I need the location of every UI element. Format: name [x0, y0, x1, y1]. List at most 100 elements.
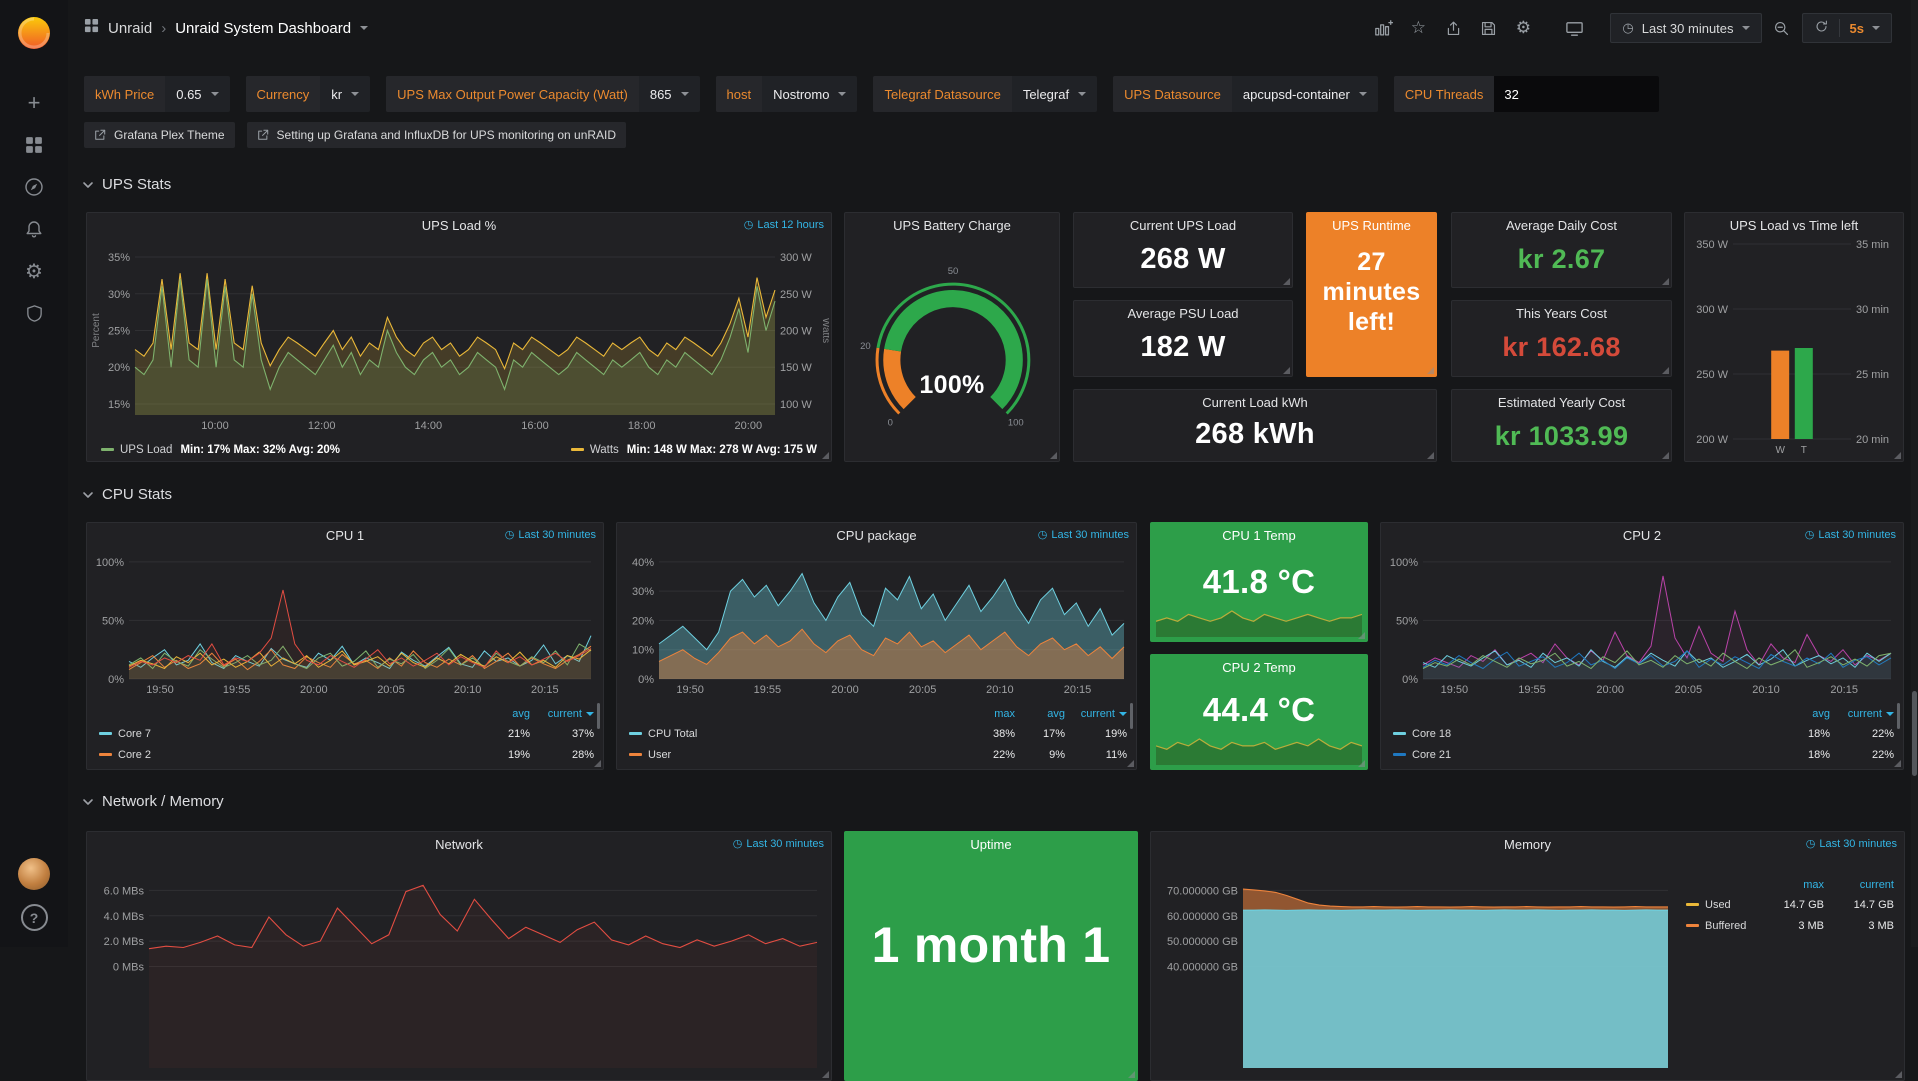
variable-value-dropdown[interactable]: 865 — [639, 76, 700, 112]
svg-text:12:00: 12:00 — [308, 420, 336, 432]
legend-col-current[interactable]: current — [1824, 879, 1894, 891]
legend-scrollbar[interactable] — [597, 703, 600, 729]
svg-text:2.0 MBs: 2.0 MBs — [104, 936, 145, 948]
panel-time-override[interactable]: ◷ Last 12 hours — [744, 218, 824, 231]
chevron-down-icon[interactable] — [360, 26, 368, 30]
panel-title[interactable]: Network — [87, 832, 831, 857]
panel-time-override[interactable]: ◷ Last 30 minutes — [733, 837, 824, 850]
cpu-threads-input[interactable] — [1494, 76, 1659, 112]
panel-title[interactable]: CPU 1 Temp — [1151, 523, 1367, 548]
series-color-marker — [1393, 753, 1406, 756]
legend-series[interactable]: CPU Total — [629, 728, 961, 740]
panel-average-daily-cost: Average Daily Cost kr 2.67 — [1451, 212, 1672, 288]
legend-scrollbar[interactable] — [1897, 703, 1900, 729]
legend-col-avg[interactable]: avg — [472, 708, 530, 720]
panel-time-override[interactable]: ◷ Last 30 minutes — [1806, 837, 1897, 850]
panel-title[interactable]: UPS Load vs Time left — [1685, 213, 1903, 238]
panel-title[interactable]: UPS Load % — [87, 213, 831, 238]
panel-title[interactable]: Average PSU Load — [1074, 301, 1292, 326]
legend-series[interactable]: Core 2 — [99, 749, 472, 761]
svg-text:4.0 MBs: 4.0 MBs — [104, 911, 145, 923]
refresh-picker[interactable]: 5s — [1802, 13, 1892, 43]
panel-title[interactable]: UPS Runtime — [1307, 213, 1436, 238]
panel-time-override[interactable]: ◷ Last 30 minutes — [1805, 528, 1896, 541]
help-icon[interactable]: ? — [21, 904, 48, 931]
variable-value-dropdown[interactable]: apcupsd-container — [1232, 76, 1378, 112]
section-network-memory[interactable]: Network / Memory — [82, 793, 224, 810]
breadcrumb-folder[interactable]: Unraid — [108, 20, 152, 37]
legend-value: 3 MB — [1824, 920, 1894, 932]
legend-col-current[interactable]: current — [1830, 708, 1894, 720]
dashboard-title[interactable]: Unraid System Dashboard — [175, 20, 351, 37]
panel-title[interactable]: UPS Battery Charge — [845, 213, 1059, 238]
panel-title[interactable]: Current UPS Load — [1074, 213, 1292, 238]
add-panel-icon[interactable] — [1368, 14, 1398, 42]
temp-sparkline — [1156, 735, 1362, 765]
variable-value-dropdown[interactable]: kr — [320, 76, 370, 112]
share-icon[interactable] — [1438, 14, 1468, 42]
grafana-logo[interactable] — [15, 14, 53, 52]
settings-gear-icon[interactable]: ⚙ — [1508, 14, 1538, 42]
star-icon[interactable]: ☆ — [1403, 14, 1433, 42]
legend-series[interactable]: User — [629, 749, 961, 761]
alerting-icon[interactable] — [11, 208, 57, 250]
panel-title[interactable]: Current Load kWh — [1074, 390, 1436, 415]
panel-title[interactable]: Uptime — [845, 832, 1137, 857]
explore-icon[interactable] — [11, 166, 57, 208]
link-ups-monitoring-guide[interactable]: Setting up Grafana and InfluxDB for UPS … — [247, 122, 627, 148]
legend-col-current[interactable]: current — [1065, 708, 1127, 720]
variable-kwh-price: kWh Price 0.65 — [84, 76, 230, 112]
svg-text:20:15: 20:15 — [1064, 684, 1092, 696]
legend-series[interactable]: Core 7 — [99, 728, 472, 740]
legend-series[interactable]: Core 21 — [1393, 749, 1772, 761]
panel-title[interactable]: CPU 2 Temp — [1151, 655, 1367, 680]
variable-value-dropdown[interactable]: Nostromo — [762, 76, 857, 112]
legend-col-current[interactable]: current — [530, 708, 594, 720]
svg-text:50%: 50% — [1396, 615, 1418, 627]
panel-time-override[interactable]: ◷ Last 30 minutes — [505, 528, 596, 541]
legend-col-max[interactable]: max — [961, 708, 1015, 720]
panel-title[interactable]: Estimated Yearly Cost — [1452, 390, 1671, 415]
legend-col-avg[interactable]: avg — [1772, 708, 1830, 720]
server-admin-icon[interactable] — [11, 292, 57, 334]
panel-title[interactable]: This Years Cost — [1452, 301, 1671, 326]
dashboards-icon[interactable] — [11, 124, 57, 166]
variable-host: host Nostromo — [716, 76, 858, 112]
zoom-out-icon[interactable] — [1767, 14, 1797, 42]
link-grafana-plex-theme[interactable]: Grafana Plex Theme — [84, 122, 235, 148]
legend-series[interactable]: Used — [1686, 899, 1756, 911]
legend-scrollbar[interactable] — [1130, 703, 1133, 729]
page-scrollbar[interactable] — [1912, 691, 1917, 776]
tv-cycle-icon[interactable] — [1559, 14, 1589, 42]
save-icon[interactable] — [1473, 14, 1503, 42]
variable-value-dropdown[interactable]: 0.65 — [165, 76, 229, 112]
legend-series[interactable]: Core 18 — [1393, 728, 1772, 740]
avatar[interactable] — [18, 858, 50, 890]
variable-value-dropdown[interactable]: Telegraf — [1012, 76, 1097, 112]
legend-col-max[interactable]: max — [1756, 879, 1824, 891]
time-range-picker[interactable]: ◷ Last 30 minutes — [1610, 13, 1761, 43]
configuration-icon[interactable]: ⚙ — [11, 250, 57, 292]
page-scrollbar-track — [1911, 0, 1918, 947]
panel-title[interactable]: Memory — [1151, 832, 1904, 857]
section-cpu-stats[interactable]: CPU Stats — [82, 486, 172, 503]
create-icon[interactable]: + — [11, 82, 57, 124]
variable-cpu-threads: CPU Threads — [1394, 76, 1660, 112]
panel-time-override[interactable]: ◷ Last 30 minutes — [1038, 528, 1129, 541]
panel-title[interactable]: Average Daily Cost — [1452, 213, 1671, 238]
legend-series[interactable]: Buffered — [1686, 920, 1756, 932]
section-ups-stats[interactable]: UPS Stats — [82, 176, 171, 193]
legend-col-avg[interactable]: avg — [1015, 708, 1065, 720]
